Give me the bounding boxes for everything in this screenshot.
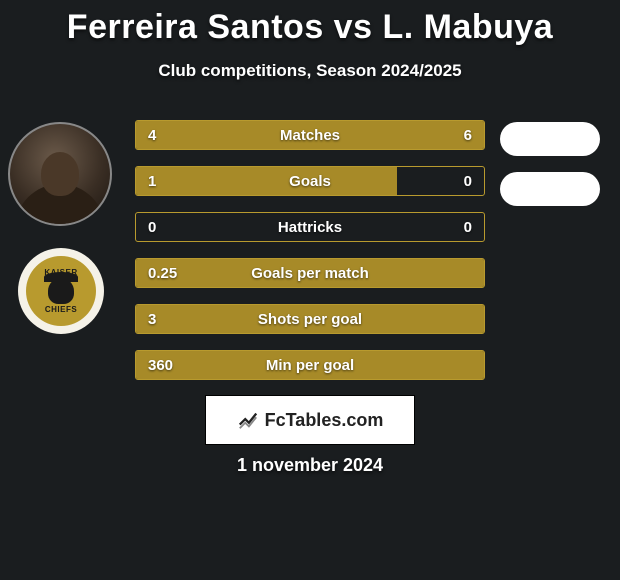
stat-label: Matches bbox=[280, 127, 340, 144]
brand-attribution[interactable]: FcTables.com bbox=[205, 395, 415, 445]
page-title: Ferreira Santos vs L. Mabuya bbox=[0, 0, 620, 47]
stat-value-left: 360 bbox=[148, 357, 173, 374]
stat-value-right: 6 bbox=[464, 127, 472, 144]
stat-fill-left bbox=[136, 167, 397, 195]
club-name-bottom: CHIEFS bbox=[45, 305, 77, 314]
stat-value-left: 0 bbox=[148, 219, 156, 236]
snapshot-date: 1 november 2024 bbox=[237, 455, 383, 476]
stat-value-left: 4 bbox=[148, 127, 156, 144]
club-badge-inner: KAISER CHIEFS bbox=[26, 256, 96, 326]
stat-label: Goals per match bbox=[251, 265, 369, 282]
brand-label: FcTables.com bbox=[265, 410, 384, 431]
stat-label: Goals bbox=[289, 173, 331, 190]
stat-value-left: 3 bbox=[148, 311, 156, 328]
stat-value-right: 0 bbox=[464, 173, 472, 190]
club-badge: KAISER CHIEFS bbox=[18, 248, 104, 334]
chart-icon bbox=[237, 409, 259, 431]
stat-row: 4 Matches 6 bbox=[135, 120, 485, 150]
stat-label: Shots per goal bbox=[258, 311, 362, 328]
stat-rows: 4 Matches 6 1 Goals 0 0 Hattricks 0 0.25 Goals per… bbox=[135, 120, 485, 396]
stat-fill-left bbox=[136, 121, 275, 149]
stat-value-left: 1 bbox=[148, 173, 156, 190]
chief-icon bbox=[48, 278, 74, 304]
subtitle: Club competitions, Season 2024/2025 bbox=[0, 61, 620, 81]
stat-row: 1 Goals 0 bbox=[135, 166, 485, 196]
stat-row: 360 Min per goal bbox=[135, 350, 485, 380]
stat-value-right: 0 bbox=[464, 219, 472, 236]
stat-row: 0 Hattricks 0 bbox=[135, 212, 485, 242]
stat-label: Min per goal bbox=[266, 357, 354, 374]
brand-pill bbox=[500, 122, 600, 156]
stat-row: 0.25 Goals per match bbox=[135, 258, 485, 288]
stat-row: 3 Shots per goal bbox=[135, 304, 485, 334]
brand-pill bbox=[500, 172, 600, 206]
left-avatar-column: KAISER CHIEFS bbox=[8, 122, 118, 334]
player-avatar bbox=[8, 122, 112, 226]
avatar-head-shape bbox=[41, 152, 79, 196]
stat-label: Hattricks bbox=[278, 219, 342, 236]
stat-value-left: 0.25 bbox=[148, 265, 177, 282]
